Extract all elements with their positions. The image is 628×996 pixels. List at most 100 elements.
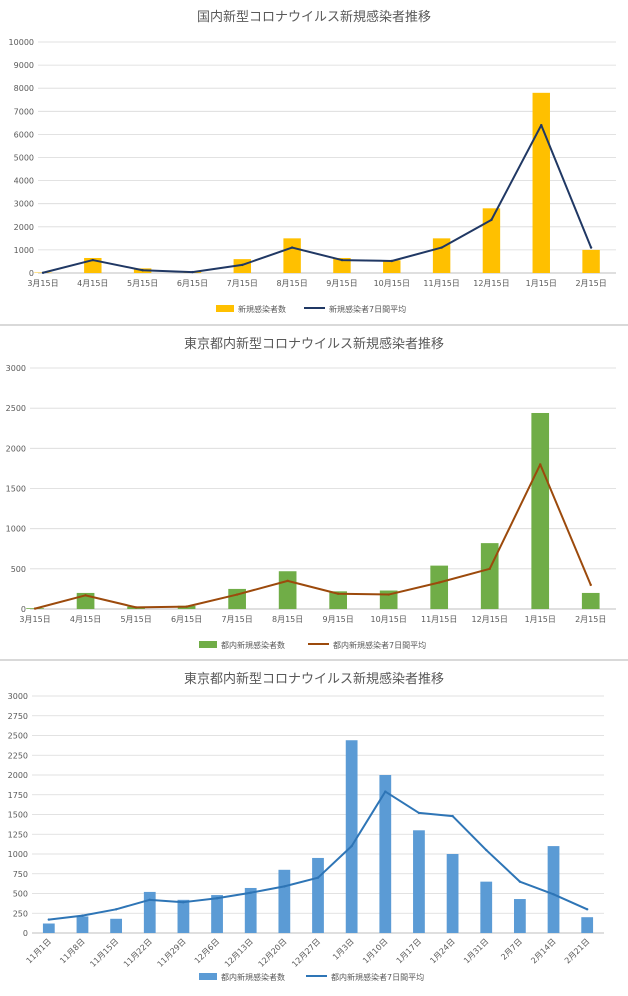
legend: 新規感染者数 新規感染者7日間平均 (216, 304, 406, 314)
x-tick-label: 10月15日 (370, 615, 406, 624)
bar (447, 854, 459, 933)
bar (346, 740, 358, 933)
average-point (590, 584, 592, 586)
chart-national-svg: 国内新型コロナウイルス新規感染者推移 010002000300040005000… (0, 0, 628, 324)
y-tick-label: 0 (29, 269, 34, 278)
y-tick-label: 500 (13, 890, 28, 899)
x-tick-label: 7月15日 (227, 279, 258, 288)
average-point (540, 124, 542, 126)
x-tick-label: 11月22日 (122, 937, 154, 969)
bar (581, 917, 593, 933)
x-tick-label: 10月15日 (374, 279, 410, 288)
y-tick-label: 0 (21, 605, 26, 614)
average-point (34, 607, 36, 609)
y-tick-label: 1000 (8, 850, 28, 859)
x-tick-label: 3月15日 (19, 615, 50, 624)
bar (430, 566, 448, 609)
x-tick-label: 5月15日 (127, 279, 158, 288)
bar (245, 888, 257, 933)
x-tick-label: 1月31日 (462, 937, 490, 965)
bar (582, 593, 600, 609)
bar (43, 924, 55, 933)
average-point (451, 815, 453, 817)
average-point (440, 246, 442, 248)
y-tick-label: 2500 (6, 404, 26, 413)
chart-tokyo-svg: 東京都内新型コロナウイルス新規感染者推移 0500100015002000250… (0, 326, 628, 659)
x-tick-label: 9月15日 (323, 615, 354, 624)
average-point (135, 606, 137, 608)
average-point (341, 259, 343, 261)
bar (110, 919, 122, 933)
average-point (590, 246, 592, 248)
bar (178, 900, 190, 933)
y-tick-label: 3000 (14, 200, 34, 209)
y-tick-label: 3000 (8, 692, 28, 701)
y-tick-label: 2500 (8, 732, 28, 741)
x-tick-label: 2月14日 (529, 937, 557, 965)
bar (312, 858, 324, 933)
y-tick-label: 3000 (6, 364, 26, 373)
y-tick-label: 5000 (14, 154, 34, 163)
x-tick-label: 7月15日 (221, 615, 252, 624)
chart-title: 東京都内新型コロナウイルス新規感染者推移 (184, 336, 444, 352)
average-point (317, 877, 319, 879)
bar (279, 571, 297, 609)
y-tick-label: 1000 (6, 525, 26, 534)
x-tick-label: 12月27日 (290, 937, 322, 969)
x-tick-label: 6月15日 (177, 279, 208, 288)
average-point (391, 260, 393, 262)
y-tick-label: 6000 (14, 130, 34, 139)
y-tick-label: 2750 (8, 712, 28, 721)
average-point (185, 605, 187, 607)
y-tick-label: 7000 (14, 107, 34, 116)
average-point (250, 892, 252, 894)
y-tick-label: 250 (13, 909, 28, 918)
bar (514, 899, 526, 933)
x-tick-label: 12月15日 (473, 279, 509, 288)
average-point (81, 914, 83, 916)
y-tick-label: 750 (13, 870, 28, 879)
chart-tokyo-recent-svg: 東京都内新型コロナウイルス新規感染者推移 0250500750100012501… (0, 661, 628, 992)
x-tick-label: 11月15日 (88, 937, 120, 969)
average-point (42, 272, 44, 274)
average-point (387, 593, 389, 595)
legend-bar-swatch (199, 973, 217, 980)
x-tick-label: 6月15日 (171, 615, 202, 624)
bar (278, 870, 290, 933)
average-point (92, 259, 94, 261)
x-tick-label: 5月15日 (120, 615, 151, 624)
average-point (552, 893, 554, 895)
legend: 都内新規感染者数 都内新規感染者7日間平均 (199, 972, 424, 982)
x-tick-label: 8月15日 (272, 615, 303, 624)
legend-bar-label: 都内新規感染者数 (221, 640, 285, 650)
y-tick-label: 1500 (6, 485, 26, 494)
bar (480, 882, 492, 933)
x-tick-label: 1月15日 (525, 615, 556, 624)
average-point (438, 581, 440, 583)
average-point (241, 264, 243, 266)
average-point (418, 812, 420, 814)
bar (413, 830, 425, 933)
average-point (286, 580, 288, 582)
x-tick-label: 2月15日 (575, 615, 606, 624)
bar (582, 250, 599, 273)
average-point (519, 880, 521, 882)
y-tick-label: 1500 (8, 811, 28, 820)
legend-line-label: 都内新規感染者7日間平均 (333, 640, 426, 650)
average-point (84, 594, 86, 596)
average-point (350, 845, 352, 847)
bar (533, 93, 550, 273)
y-tick-label: 1000 (14, 246, 34, 255)
x-tick-label: 11月1日 (25, 937, 53, 965)
y-tick-label: 1750 (8, 791, 28, 800)
average-point (149, 899, 151, 901)
y-tick-label: 1250 (8, 830, 28, 839)
average-point (490, 219, 492, 221)
average-line (35, 464, 591, 608)
legend-line-label: 新規感染者7日間平均 (329, 304, 406, 314)
average-point (539, 463, 541, 465)
average-point (291, 246, 293, 248)
